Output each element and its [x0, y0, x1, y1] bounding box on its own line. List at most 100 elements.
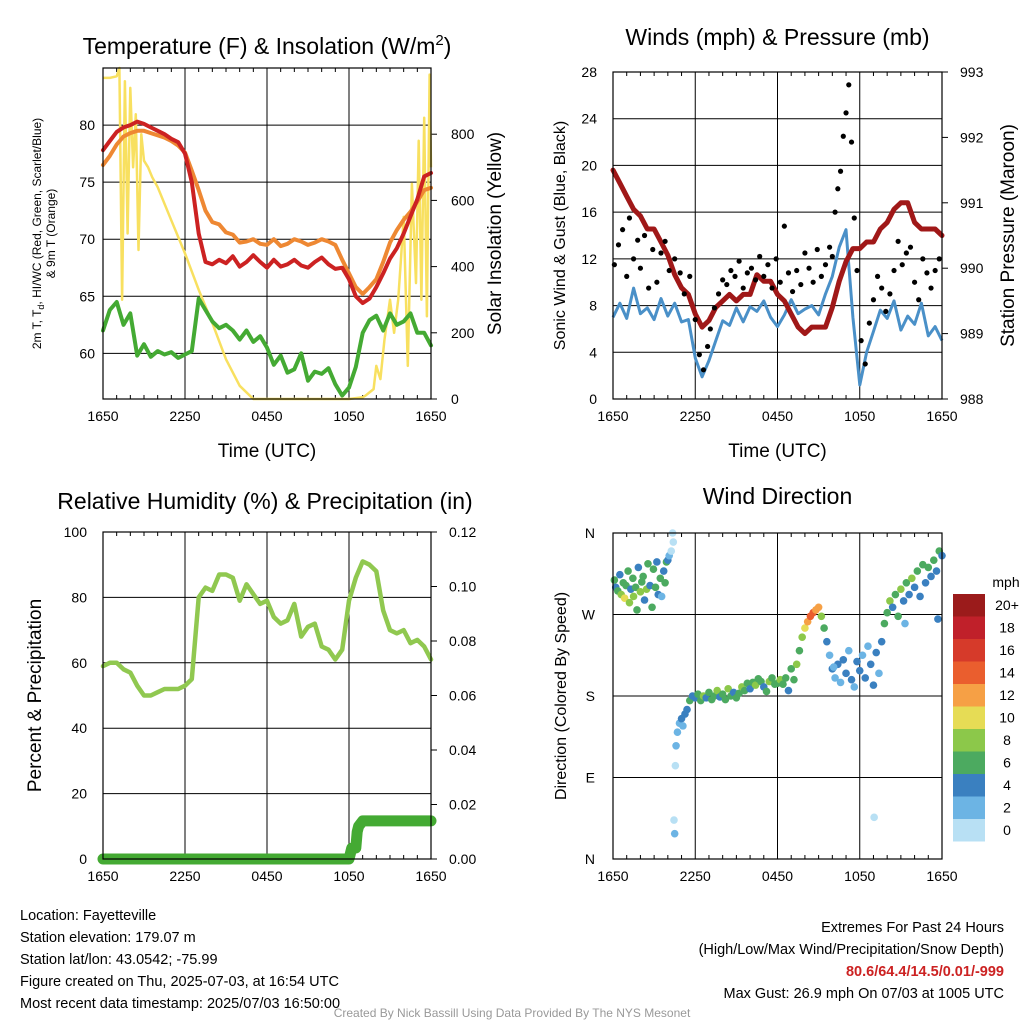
direction-point: [634, 563, 643, 572]
winds-ytick-label: 8: [589, 298, 597, 314]
direction-point: [899, 597, 908, 605]
direction-point: [721, 695, 730, 704]
station-latlon: Station lat/lon: 43.0542; -75.99: [20, 952, 218, 968]
gust-point: [658, 250, 664, 256]
winds-y2tick-label: 988: [960, 391, 984, 407]
gust-point: [748, 265, 755, 271]
direction-point: [610, 576, 619, 584]
gust-point: [794, 267, 800, 274]
direction-point: [858, 651, 867, 660]
gust-point: [818, 273, 824, 279]
temperature-ylabel-line2: & 9m T (Orange): [44, 189, 58, 279]
direction-point: [784, 686, 793, 695]
colorbar-label: 6: [1003, 755, 1011, 771]
direction-point: [629, 574, 637, 583]
direction-point: [795, 646, 804, 655]
direction-xtick-label: 1650: [597, 868, 628, 884]
winds-ytick-label: 24: [581, 111, 597, 127]
gust-point: [840, 133, 846, 139]
direction-point: [814, 603, 823, 612]
temperature-ytick-label: 80: [79, 117, 95, 133]
gust-point: [883, 308, 889, 315]
direction-point: [639, 572, 647, 581]
direction-point: [631, 583, 640, 592]
temperature-ytick-label: 65: [79, 288, 95, 304]
temperature-frame: [102, 67, 432, 400]
gust-point: [740, 285, 746, 291]
temperature-y2tick-label: 800: [451, 126, 475, 142]
gust-point: [887, 291, 893, 297]
gust-point: [843, 110, 849, 116]
gust-point: [752, 277, 759, 283]
gust-point: [619, 227, 626, 233]
direction-point: [644, 559, 652, 568]
gust-point: [744, 270, 750, 276]
direction-point: [847, 675, 856, 684]
winds-y2tick-label: 989: [960, 326, 984, 342]
colorbar-swatch: [953, 639, 985, 662]
direction-point: [823, 637, 831, 646]
speed-colorbar: mph 20+ 18 16 14 12 10 8 6 4 2 0: [953, 574, 1020, 842]
heat-index-line: [101, 128, 433, 296]
direction-xtick-label: 1050: [844, 868, 875, 884]
direction-point: [616, 570, 624, 579]
gust-point: [635, 237, 641, 243]
direction-point: [883, 608, 891, 617]
direction-point: [877, 637, 886, 646]
direction-point: [653, 558, 661, 566]
extremes-info: Extremes For Past 24 Hours (High/Low/Max…: [699, 917, 1004, 1005]
gust-point: [615, 242, 622, 248]
direction-ytick-label: W: [582, 607, 596, 623]
precipitation-line: [97, 815, 437, 865]
gust-point: [802, 250, 808, 256]
extremes-title: Extremes For Past 24 Hours: [821, 920, 1004, 936]
temperature-y2tick-label: 0: [451, 391, 459, 407]
temperature-y2tick-label: 400: [451, 259, 475, 275]
temperature-chart: 1650 2250 0450 1050 165060657075800200400600…: [30, 32, 506, 462]
direction-point: [905, 590, 913, 599]
temperature-xtick-label: 0450: [251, 408, 282, 424]
direction-point: [636, 588, 645, 596]
direction-point: [839, 655, 848, 664]
winds-ytick-label: 16: [581, 204, 597, 220]
gust-point: [899, 262, 905, 268]
temperature-xtick-label: 2250: [169, 408, 200, 424]
direction-point: [869, 681, 878, 689]
credit-line: Created By Nick Bassill Using Data Provi…: [333, 1006, 691, 1020]
temperature-xtick-label: 1650: [87, 408, 118, 424]
direction-point: [629, 592, 638, 601]
direction-point: [724, 684, 732, 693]
temperature-line: [101, 119, 433, 306]
station-info: Location: Fayetteville Station elevation…: [20, 905, 340, 1015]
direction-point: [625, 598, 634, 607]
gust-point: [924, 270, 930, 276]
colorbar-label: 12: [999, 687, 1015, 703]
humidity-chart: 1650 2250 0450 1050 16500204060801000.000.02…: [25, 488, 476, 884]
station-elevation: Station elevation: 179.07 m: [20, 930, 196, 946]
gust-point: [732, 273, 738, 279]
direction-point: [842, 669, 850, 678]
direction-point: [932, 567, 941, 575]
winds-ytick-label: 4: [589, 344, 597, 360]
humidity-xtick-label: 1650: [87, 868, 118, 884]
gust-point: [832, 209, 838, 215]
direction-point: [864, 642, 872, 650]
direction-point: [844, 646, 853, 655]
direction-point: [648, 603, 656, 612]
temperature-ytick-label: 75: [79, 174, 95, 190]
direction-point: [672, 742, 680, 750]
direction-point: [671, 761, 680, 770]
winds-ytick-label: 0: [589, 391, 597, 407]
colorbar-label: 14: [999, 665, 1015, 681]
direction-point: [850, 683, 859, 691]
direction-point: [669, 538, 678, 546]
direction-point: [929, 556, 938, 564]
winds-xtick-label: 0450: [762, 408, 793, 424]
direction-point: [817, 612, 826, 621]
winds-xtick-label: 2250: [680, 408, 711, 424]
direction-point: [624, 567, 632, 575]
winds-ytick-label: 28: [581, 64, 597, 80]
direction-point: [649, 565, 658, 574]
direction-point: [829, 663, 838, 671]
